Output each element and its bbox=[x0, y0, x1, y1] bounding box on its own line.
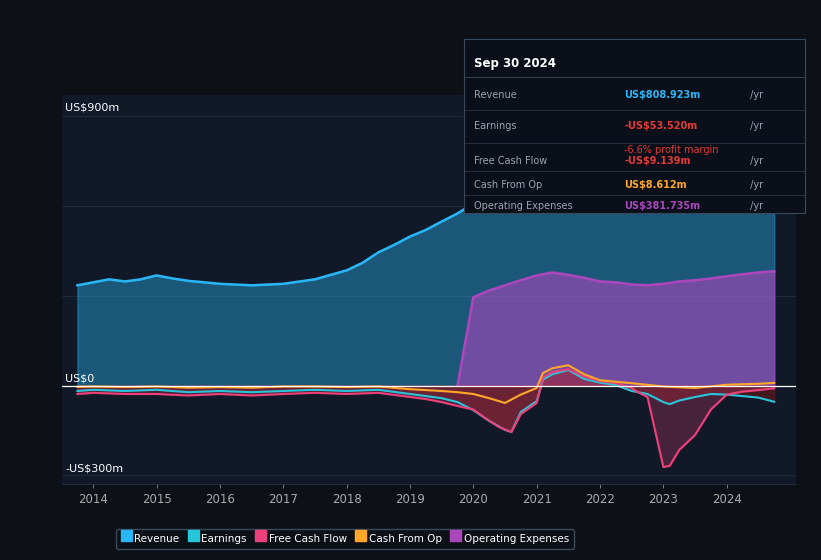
Text: Cash From Op: Cash From Op bbox=[474, 180, 543, 190]
Text: US$808.923m: US$808.923m bbox=[624, 90, 700, 100]
Text: /yr: /yr bbox=[746, 121, 763, 131]
Legend: Revenue, Earnings, Free Cash Flow, Cash From Op, Operating Expenses: Revenue, Earnings, Free Cash Flow, Cash … bbox=[116, 529, 574, 549]
Text: -US$9.139m: -US$9.139m bbox=[624, 156, 690, 166]
Text: /yr: /yr bbox=[746, 90, 763, 100]
Text: US$8.612m: US$8.612m bbox=[624, 180, 686, 190]
Text: Sep 30 2024: Sep 30 2024 bbox=[474, 57, 556, 69]
Text: US$900m: US$900m bbox=[65, 102, 120, 112]
Text: /yr: /yr bbox=[746, 180, 763, 190]
Text: US$0: US$0 bbox=[65, 374, 94, 384]
Text: -US$53.520m: -US$53.520m bbox=[624, 121, 697, 131]
Text: Free Cash Flow: Free Cash Flow bbox=[474, 156, 548, 166]
Text: Earnings: Earnings bbox=[474, 121, 516, 131]
Text: -US$300m: -US$300m bbox=[65, 464, 123, 473]
Text: -6.6% profit margin: -6.6% profit margin bbox=[624, 145, 718, 155]
Text: US$381.735m: US$381.735m bbox=[624, 201, 700, 211]
Text: /yr: /yr bbox=[746, 201, 763, 211]
Text: /yr: /yr bbox=[746, 156, 763, 166]
Text: Revenue: Revenue bbox=[474, 90, 517, 100]
Text: Operating Expenses: Operating Expenses bbox=[474, 201, 573, 211]
